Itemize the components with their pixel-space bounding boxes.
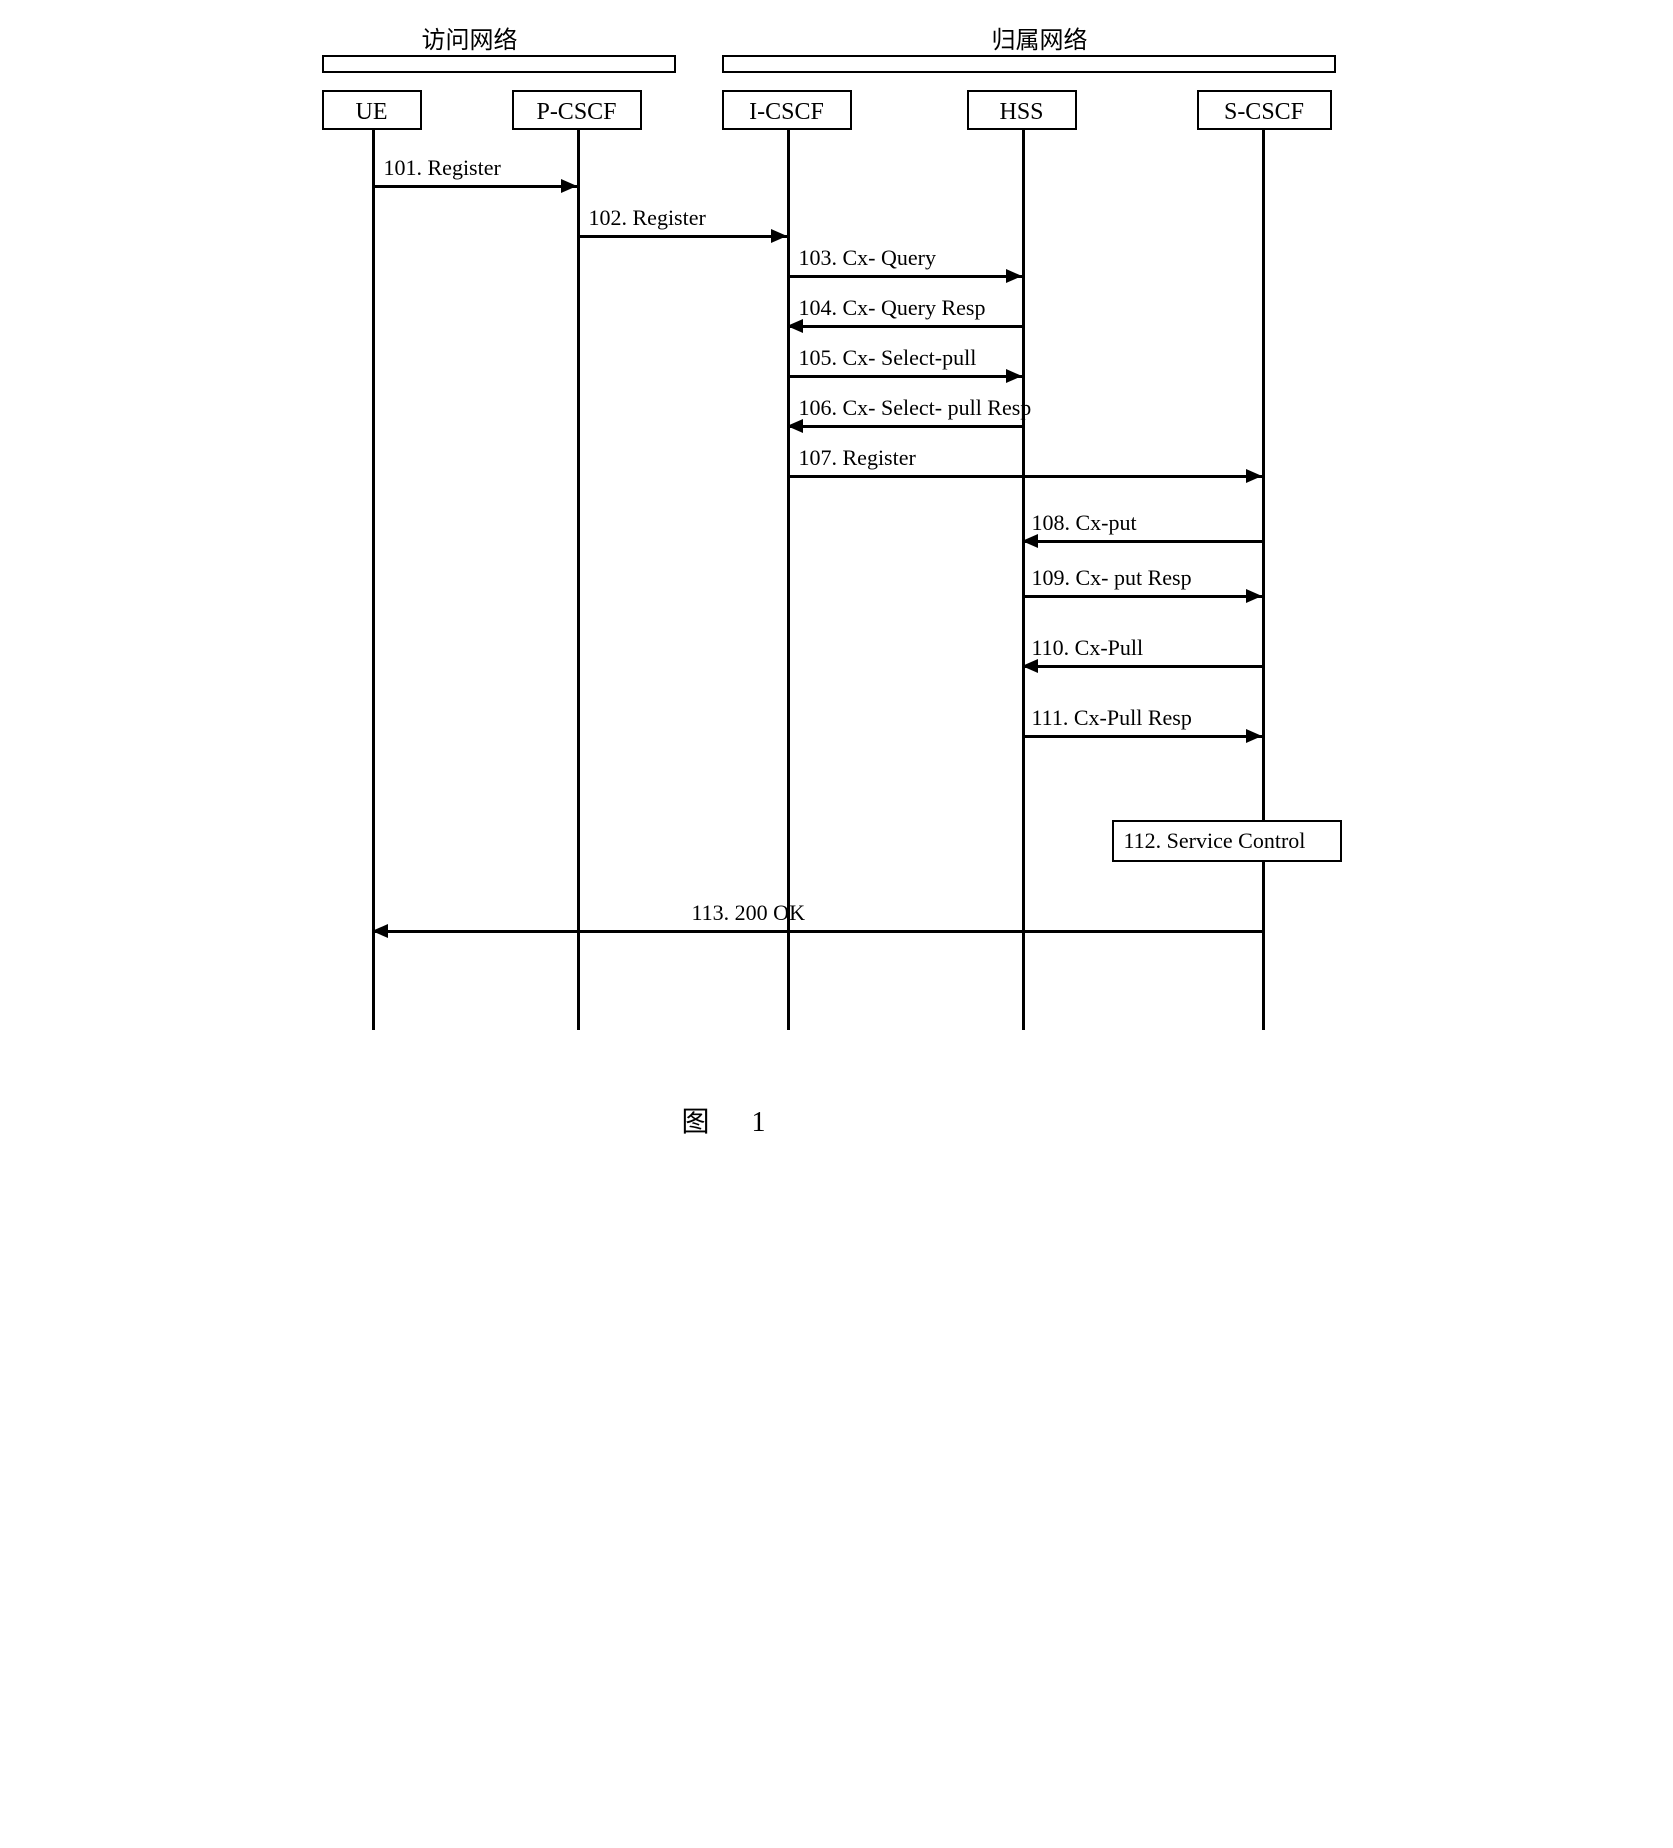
msg-label-113: 113. 200 OK xyxy=(692,900,805,926)
lifeline-ue xyxy=(372,130,375,1030)
msg-line-105 xyxy=(787,375,1022,378)
lifeline-hss xyxy=(1022,130,1025,1030)
msg-line-109 xyxy=(1022,595,1262,598)
msg-line-111 xyxy=(1022,735,1262,738)
msg-arrow-110 xyxy=(1022,659,1038,673)
msg-label-111: 111. Cx-Pull Resp xyxy=(1032,705,1192,731)
actor-hss: HSS xyxy=(967,90,1077,130)
lifeline-p-cscf xyxy=(577,130,580,1030)
figure-caption: 图 1 xyxy=(682,1100,766,1140)
msg-arrow-113 xyxy=(372,924,388,938)
msg-label-108: 108. Cx-put xyxy=(1032,510,1137,536)
msg-line-108 xyxy=(1022,540,1262,543)
lifeline-s-cscf xyxy=(1262,130,1265,1030)
msg-label-109: 109. Cx- put Resp xyxy=(1032,565,1192,591)
msg-line-113 xyxy=(372,930,1262,933)
msg-arrow-108 xyxy=(1022,534,1038,548)
msg-label-110: 110. Cx-Pull xyxy=(1032,635,1144,661)
msg-line-101 xyxy=(372,185,577,188)
actor-s-cscf: S-CSCF xyxy=(1197,90,1332,130)
msg-label-105: 105. Cx- Select-pull xyxy=(799,345,977,371)
msg-line-104 xyxy=(787,325,1022,328)
network-bar-1 xyxy=(722,55,1336,73)
lifeline-i-cscf xyxy=(787,130,790,1030)
msg-label-104: 104. Cx- Query Resp xyxy=(799,295,986,321)
msg-line-103 xyxy=(787,275,1022,278)
msg-arrow-102 xyxy=(771,229,787,243)
msg-arrow-104 xyxy=(787,319,803,333)
msg-line-110 xyxy=(1022,665,1262,668)
actor-i-cscf: I-CSCF xyxy=(722,90,852,130)
service-control-box: 112. Service Control xyxy=(1112,820,1342,862)
network-label-0: 访问网络 xyxy=(422,20,518,55)
msg-line-106 xyxy=(787,425,1022,428)
network-bar-0 xyxy=(322,55,676,73)
msg-arrow-107 xyxy=(1246,469,1262,483)
msg-arrow-111 xyxy=(1246,729,1262,743)
msg-line-107 xyxy=(787,475,1262,478)
msg-arrow-103 xyxy=(1006,269,1022,283)
network-label-1: 归属网络 xyxy=(992,20,1088,55)
sequence-diagram: 访问网络 归属网络 UE P-CSCF I-CSCF HSS S-CSCF 101. Regi… xyxy=(322,20,1352,1160)
msg-arrow-109 xyxy=(1246,589,1262,603)
msg-label-103: 103. Cx- Query xyxy=(799,245,936,271)
msg-label-107: 107. Register xyxy=(799,445,916,471)
msg-line-102 xyxy=(577,235,787,238)
msg-arrow-105 xyxy=(1006,369,1022,383)
msg-label-102: 102. Register xyxy=(589,205,706,231)
msg-label-101: 101. Register xyxy=(384,155,501,181)
msg-label-106: 106. Cx- Select- pull Resp xyxy=(799,395,1032,421)
actor-p-cscf: P-CSCF xyxy=(512,90,642,130)
msg-arrow-101 xyxy=(561,179,577,193)
actor-ue: UE xyxy=(322,90,422,130)
msg-arrow-106 xyxy=(787,419,803,433)
